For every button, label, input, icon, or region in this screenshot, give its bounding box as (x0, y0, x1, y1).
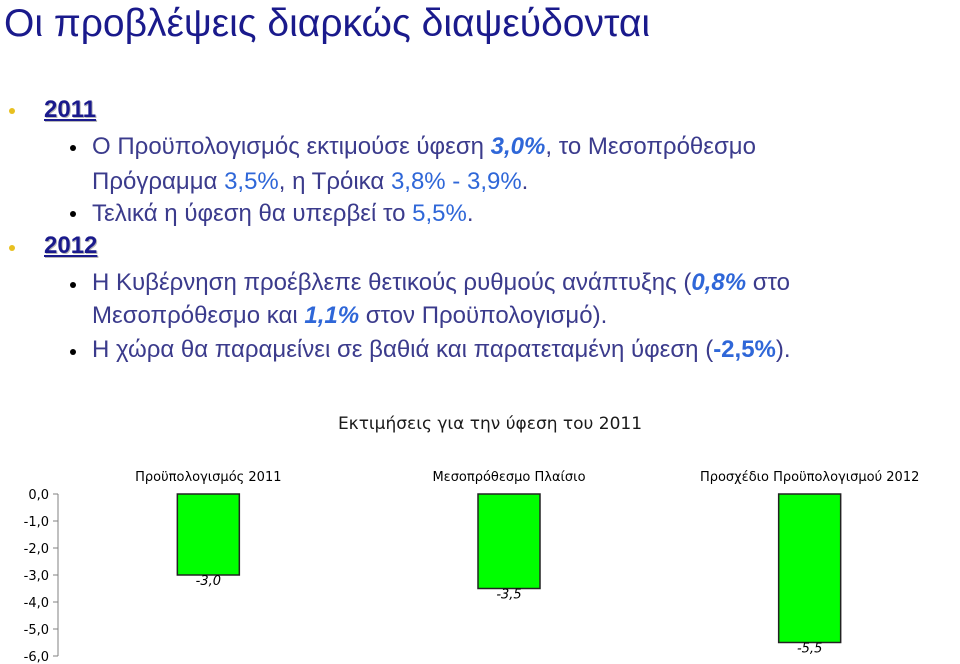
text-2011-line3-prefix: Τελικά η ύφεση θα υπερβεί το (92, 200, 413, 227)
data-label: -3,0 (196, 574, 221, 589)
value-2011-mtfs: 3,5% (224, 168, 279, 195)
y-tick-label: -1,0 (24, 515, 49, 530)
text-2012-line3-prefix: Η χώρα θα παραμείνει σε βαθιά και παρατε… (92, 336, 714, 363)
y-tick-label: -3,0 (24, 569, 49, 584)
text-2011-line3-suffix: . (466, 200, 474, 227)
year-heading-2012: 2012 (44, 232, 97, 260)
bullet-dot-2012 (9, 245, 15, 251)
text-2011-line2: Πρόγραμμα 3,5%, η Τρόικα 3,8% - 3,9%. (92, 168, 528, 196)
bar (176, 493, 241, 576)
text-2011-line2-mid: , η Τρόικα (278, 168, 391, 195)
slide-title: Οι προβλέψεις διαρκώς διαψεύδονται (4, 2, 651, 45)
year-heading-2011: 2011 (44, 96, 96, 124)
text-2012-line3-suffix: ). (775, 336, 791, 363)
text-2012-line1-suffix: στο (746, 269, 790, 296)
value-2012-mtfs: 0,8% (691, 269, 747, 296)
text-2011-line3: Τελικά η ύφεση θα υπερβεί το 5,5%. (92, 200, 474, 228)
bullet-dot-2011-b (70, 211, 76, 217)
text-2012-line1: Η Κυβέρνηση προέβλεπε θετικούς ρυθμούς α… (92, 269, 790, 297)
value-2011-final: 5,5% (412, 200, 467, 227)
text-2012-line2-suffix: στον Προϋπολογισμό). (359, 302, 608, 329)
text-2012-line3: Η χώρα θα παραμείνει σε βαθιά και παρατε… (92, 336, 791, 364)
text-2012-line1-prefix: Η Κυβέρνηση προέβλεπε θετικούς ρυθμούς α… (92, 269, 692, 296)
bullet-dot-2011 (9, 108, 15, 114)
y-tick-label: -2,0 (24, 542, 49, 557)
y-tick-label: 0,0 (28, 488, 49, 503)
y-tick-label: -6,0 (24, 650, 49, 664)
text-2011-line2-prefix: Πρόγραμμα (92, 168, 225, 195)
bullet-dot-2012-a (70, 282, 76, 288)
category-label: Μεσοπρόθεσμο Πλαίσιο (432, 470, 585, 485)
data-label: -3,5 (496, 588, 521, 603)
bullet-dot-2012-b (70, 349, 76, 355)
value-2012-budget: 1,1% (304, 302, 360, 329)
text-2011-line1-suffix: , το Μεσοπρόθεσμο (545, 133, 756, 160)
year-2011: 2011 (44, 96, 97, 123)
text-2012-line2-prefix: Μεσοπρόθεσμο και (92, 302, 305, 329)
text-2011-line2-suffix: . (521, 168, 529, 195)
text-2011-line1-prefix: Ο Προϋπολογισμός εκτιμούσε ύφεση (92, 133, 491, 160)
category-label: Προϋπολογισμός 2011 (135, 470, 281, 485)
category-label: Προσχέδιο Προϋπολογισμού 2012 (700, 470, 919, 485)
value-2012-recession: -2,5% (713, 336, 776, 363)
bar (477, 493, 541, 590)
text-2011-line1: Ο Προϋπολογισμός εκτιμούσε ύφεση 3,0%, τ… (92, 133, 756, 161)
y-tick-label: -4,0 (24, 596, 49, 611)
bar (777, 493, 842, 644)
y-tick-label: -5,0 (24, 623, 49, 638)
chart-title: Εκτιμήσεις για την ύφεση του 2011 (337, 414, 643, 434)
year-2012: 2012 (44, 232, 98, 259)
value-2011-troika: 3,8% - 3,9% (390, 168, 522, 195)
value-2011-budget: 3,0% (490, 133, 546, 160)
text-2012-line2: Μεσοπρόθεσμο και 1,1% στον Προϋπολογισμό… (92, 302, 607, 330)
data-label: -5,5 (797, 642, 822, 657)
bullet-dot-2011-a (70, 145, 76, 151)
